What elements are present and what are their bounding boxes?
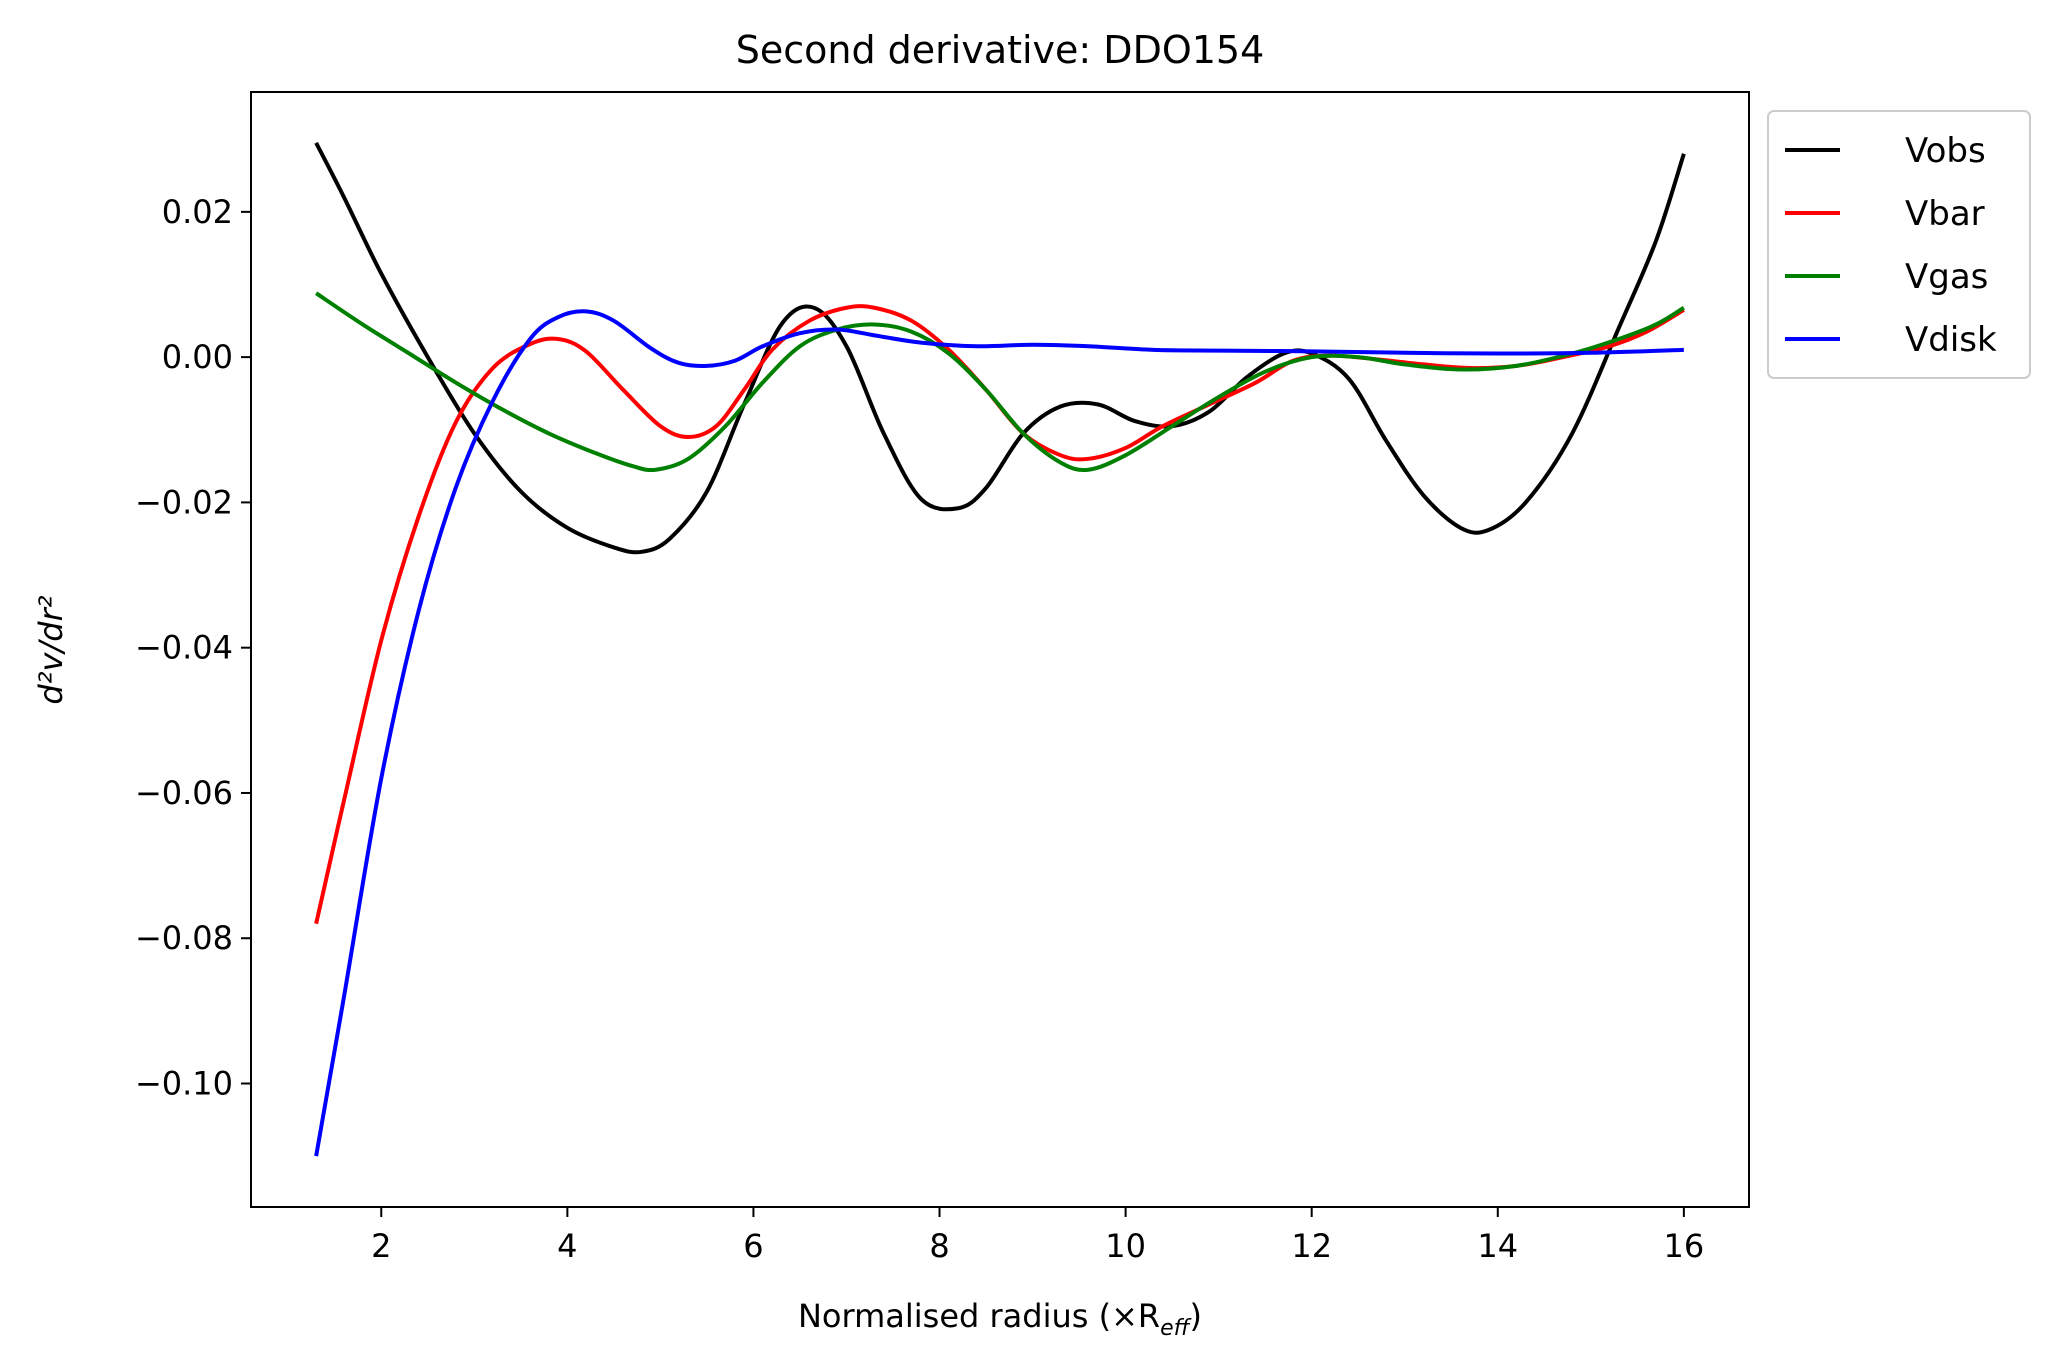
plot-frame [250, 91, 1750, 1208]
legend-frame [1767, 110, 2031, 379]
series-group [314, 141, 1686, 1157]
chart-title: Second derivative: DDO154 [736, 28, 1265, 72]
x-axis-label-close: ) [1190, 1297, 1202, 1335]
y-tick-label: −0.04 [135, 629, 233, 667]
x-tick-label: 2 [371, 1227, 391, 1265]
y-axis-label: d²v/dr² [32, 595, 70, 704]
x-tick-label: 16 [1664, 1227, 1705, 1265]
x-tick-label: 10 [1105, 1227, 1146, 1265]
x-tick-label: 6 [743, 1227, 763, 1265]
y-tick-label: 0.02 [162, 193, 233, 231]
legend-label-vbar: Vbar [1905, 194, 1985, 234]
x-axis-label-subscript: eff [1160, 1316, 1192, 1341]
series-line-vdisk [314, 309, 1684, 1157]
x-axis-label-main: Normalised radius (×R [798, 1297, 1160, 1335]
series-line-vobs [314, 141, 1686, 555]
x-tick-label: 4 [557, 1227, 577, 1265]
legend-label-vdisk: Vdisk [1905, 320, 1997, 360]
y-tick-label: −0.10 [135, 1065, 233, 1103]
series-line-vgas [315, 291, 1685, 473]
x-tick-label: 8 [929, 1227, 949, 1265]
y-tick-label: 0.00 [162, 338, 233, 376]
y-tick-label: −0.06 [135, 774, 233, 812]
x-axis-label: Normalised radius (×Reff) [798, 1297, 1202, 1341]
legend: Vobs Vbar Vgas Vdisk [1767, 110, 2031, 379]
y-tick-label: −0.08 [135, 919, 233, 957]
legend-label-vobs: Vobs [1905, 131, 1986, 171]
y-tick-label: −0.02 [135, 483, 233, 521]
x-tick-label: 12 [1291, 1227, 1332, 1265]
y-axis: 0.02 0.00 −0.02 −0.04 −0.06 −0.08 −0.10 [135, 193, 251, 1103]
x-axis: 2 4 6 8 10 12 14 16 [371, 1207, 1704, 1265]
x-tick-label: 14 [1477, 1227, 1518, 1265]
legend-label-vgas: Vgas [1905, 257, 1988, 297]
